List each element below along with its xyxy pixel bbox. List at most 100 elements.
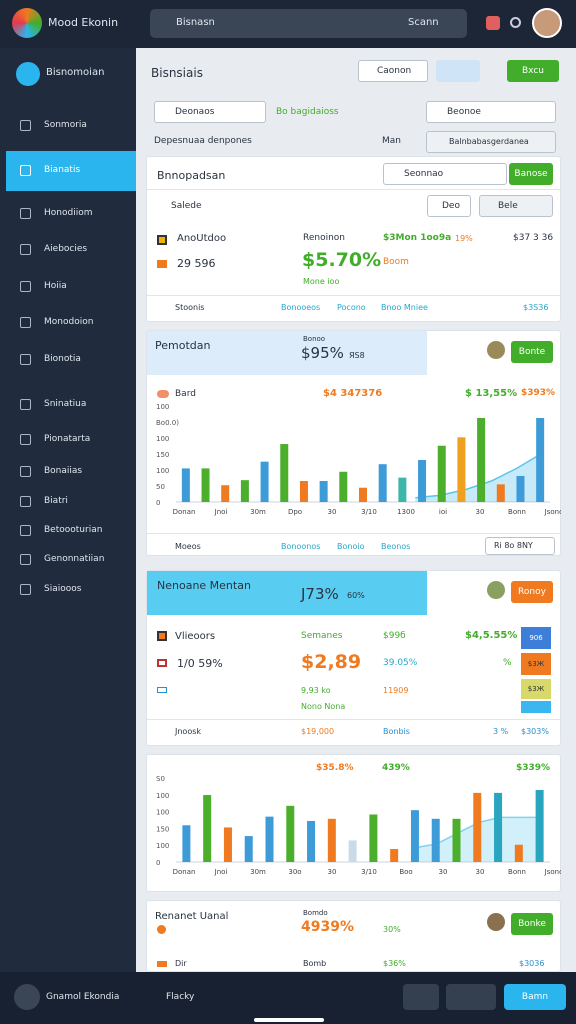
row-icon (157, 659, 167, 667)
card-title: Renanet Uanal (155, 911, 229, 922)
x-tick-label: Jnoi (214, 868, 228, 876)
footer-1[interactable]: Bonooeos (281, 303, 321, 312)
dropdown[interactable]: Caonon (358, 60, 428, 82)
card-search[interactable]: Seonnao (383, 163, 507, 185)
chip[interactable]: Deo (427, 195, 471, 217)
big-value: J73% (301, 585, 339, 603)
sidebar-item[interactable]: Sonmoria (0, 114, 136, 138)
sidebar-icon (20, 244, 31, 255)
sidebar-item[interactable]: Siaiooos (0, 578, 136, 602)
sidebar-icon (20, 208, 31, 219)
sidebar-item[interactable]: Bonaiias (0, 460, 136, 484)
row-0-0: Vlieoors (175, 631, 216, 642)
card-button[interactable]: Bonte (511, 341, 553, 363)
footer-1[interactable]: Bonoonos (281, 542, 321, 551)
row-icon (157, 235, 167, 245)
search-text: Bisnasn (176, 17, 215, 28)
footer-2[interactable]: Pocono (337, 303, 366, 312)
sidebar-item[interactable]: Bianatis (6, 151, 136, 191)
icon-button[interactable] (446, 984, 496, 1010)
card-button[interactable]: Ronoy (511, 581, 553, 603)
sidebar-label: Monodoion (44, 317, 94, 327)
sidebar-item[interactable]: Betoooturian (0, 519, 136, 543)
card-search-text: Seonnao (404, 169, 444, 179)
sidebar-item[interactable]: Monodoion (0, 311, 136, 335)
card-label: Bomdo (303, 909, 328, 917)
x-tick-label: 30m (250, 508, 266, 516)
footer-2[interactable]: Bonoio (337, 542, 365, 551)
sidebar-item[interactable]: Pionatarta (0, 428, 136, 452)
sidebar-item[interactable]: Aiebocies (0, 238, 136, 262)
bar (536, 418, 545, 502)
sidebar-item[interactable]: Genonnatiian (0, 548, 136, 572)
chart-1: 100 Bo0.0) 100 150 100 50 0 Donan Jnoi 30m Dpo 30 3/… (156, 403, 561, 516)
bar (327, 818, 336, 862)
footer-3[interactable]: Bnoo Mniee (381, 303, 428, 312)
top-label: $35.8% (316, 763, 354, 773)
bottom-button[interactable]: Bamn (504, 984, 566, 1010)
divider (147, 719, 560, 720)
tag-2: $3Ж (521, 679, 551, 699)
bar (201, 468, 210, 502)
bar (221, 485, 230, 502)
sidebar-item[interactable]: Bionotia (0, 348, 136, 372)
footer-4[interactable]: Ri 8o 8NY (485, 537, 555, 555)
avatar[interactable] (532, 8, 562, 38)
select[interactable]: Bele (479, 195, 553, 217)
logo[interactable] (12, 8, 42, 38)
icon-buttons[interactable] (436, 60, 480, 82)
bottom-link[interactable]: Flacky (166, 992, 195, 1002)
dot (157, 925, 166, 934)
bar (260, 461, 269, 502)
bar (348, 840, 357, 862)
x-tick-label: 30 (328, 508, 337, 516)
card-chart-2 (146, 754, 561, 892)
footer-2[interactable]: Bonbis (383, 727, 410, 736)
footer-3: 3 % (493, 727, 509, 736)
big-value: $5.70% (302, 249, 382, 271)
settings-icon[interactable] (510, 17, 521, 28)
card-title: Pemotdan (155, 339, 211, 352)
card-button[interactable]: Bonke (511, 913, 553, 935)
bar (452, 818, 461, 862)
card-subtitle: Salede (171, 201, 202, 211)
y-tick-label: 100 (156, 467, 169, 475)
bar (240, 480, 249, 502)
sidebar-item[interactable]: Honodiiom (0, 202, 136, 226)
bar (431, 818, 440, 862)
notif-icon[interactable] (486, 16, 500, 30)
sidebar-item[interactable]: Hoiia (0, 275, 136, 299)
sidebar-item[interactable]: Biatri (0, 490, 136, 514)
stat-3: $37 3 36 (513, 233, 554, 243)
bar (477, 418, 486, 502)
row-0-3: $4,5.55% (465, 630, 518, 641)
search-box[interactable]: Bisnasn Scann (150, 9, 467, 38)
filter-left[interactable]: Deonaos (154, 101, 266, 123)
filter-right[interactable]: Beonoe (426, 101, 556, 123)
search-button[interactable]: Scann (408, 17, 439, 28)
y-tick-label: 100 (156, 435, 169, 443)
icon-button[interactable] (403, 984, 439, 1010)
side-header[interactable]: Bisnomoian (46, 67, 105, 78)
card-title: Bnnopadsan (157, 169, 226, 182)
x-tick-label: 30 (439, 868, 448, 876)
footer-3[interactable]: Beonos (381, 542, 411, 551)
divider (147, 295, 560, 296)
chart-2: S0 100 100 150 100 0 Donan Jnoi 30m 30o 30 3/10 Boo 3… (156, 763, 561, 876)
x-tick-label: Jsono (544, 508, 561, 516)
big-value: $95% (301, 344, 344, 362)
card-1: Bnnopadsan Seonnao Banose Salede Deo Bel… (146, 156, 561, 322)
primary-button[interactable]: Bxcu (507, 60, 559, 82)
x-tick-label: 30 (328, 868, 337, 876)
x-tick-label: 30 (476, 508, 485, 516)
sidebar-icon (20, 399, 31, 410)
y-tick-label: 150 (156, 451, 169, 459)
filter-link[interactable]: Bo bagidaioss (276, 107, 339, 117)
x-tick-label: Donan (173, 508, 196, 516)
sidebar-item[interactable]: Sninatiua (0, 393, 136, 417)
x-tick-label: Bonn (508, 868, 526, 876)
card-button[interactable]: Banose (509, 163, 553, 185)
card-title: Nenoane Mentan (157, 579, 251, 592)
bar (496, 484, 505, 502)
footer-0: Jnoosk (175, 727, 202, 736)
